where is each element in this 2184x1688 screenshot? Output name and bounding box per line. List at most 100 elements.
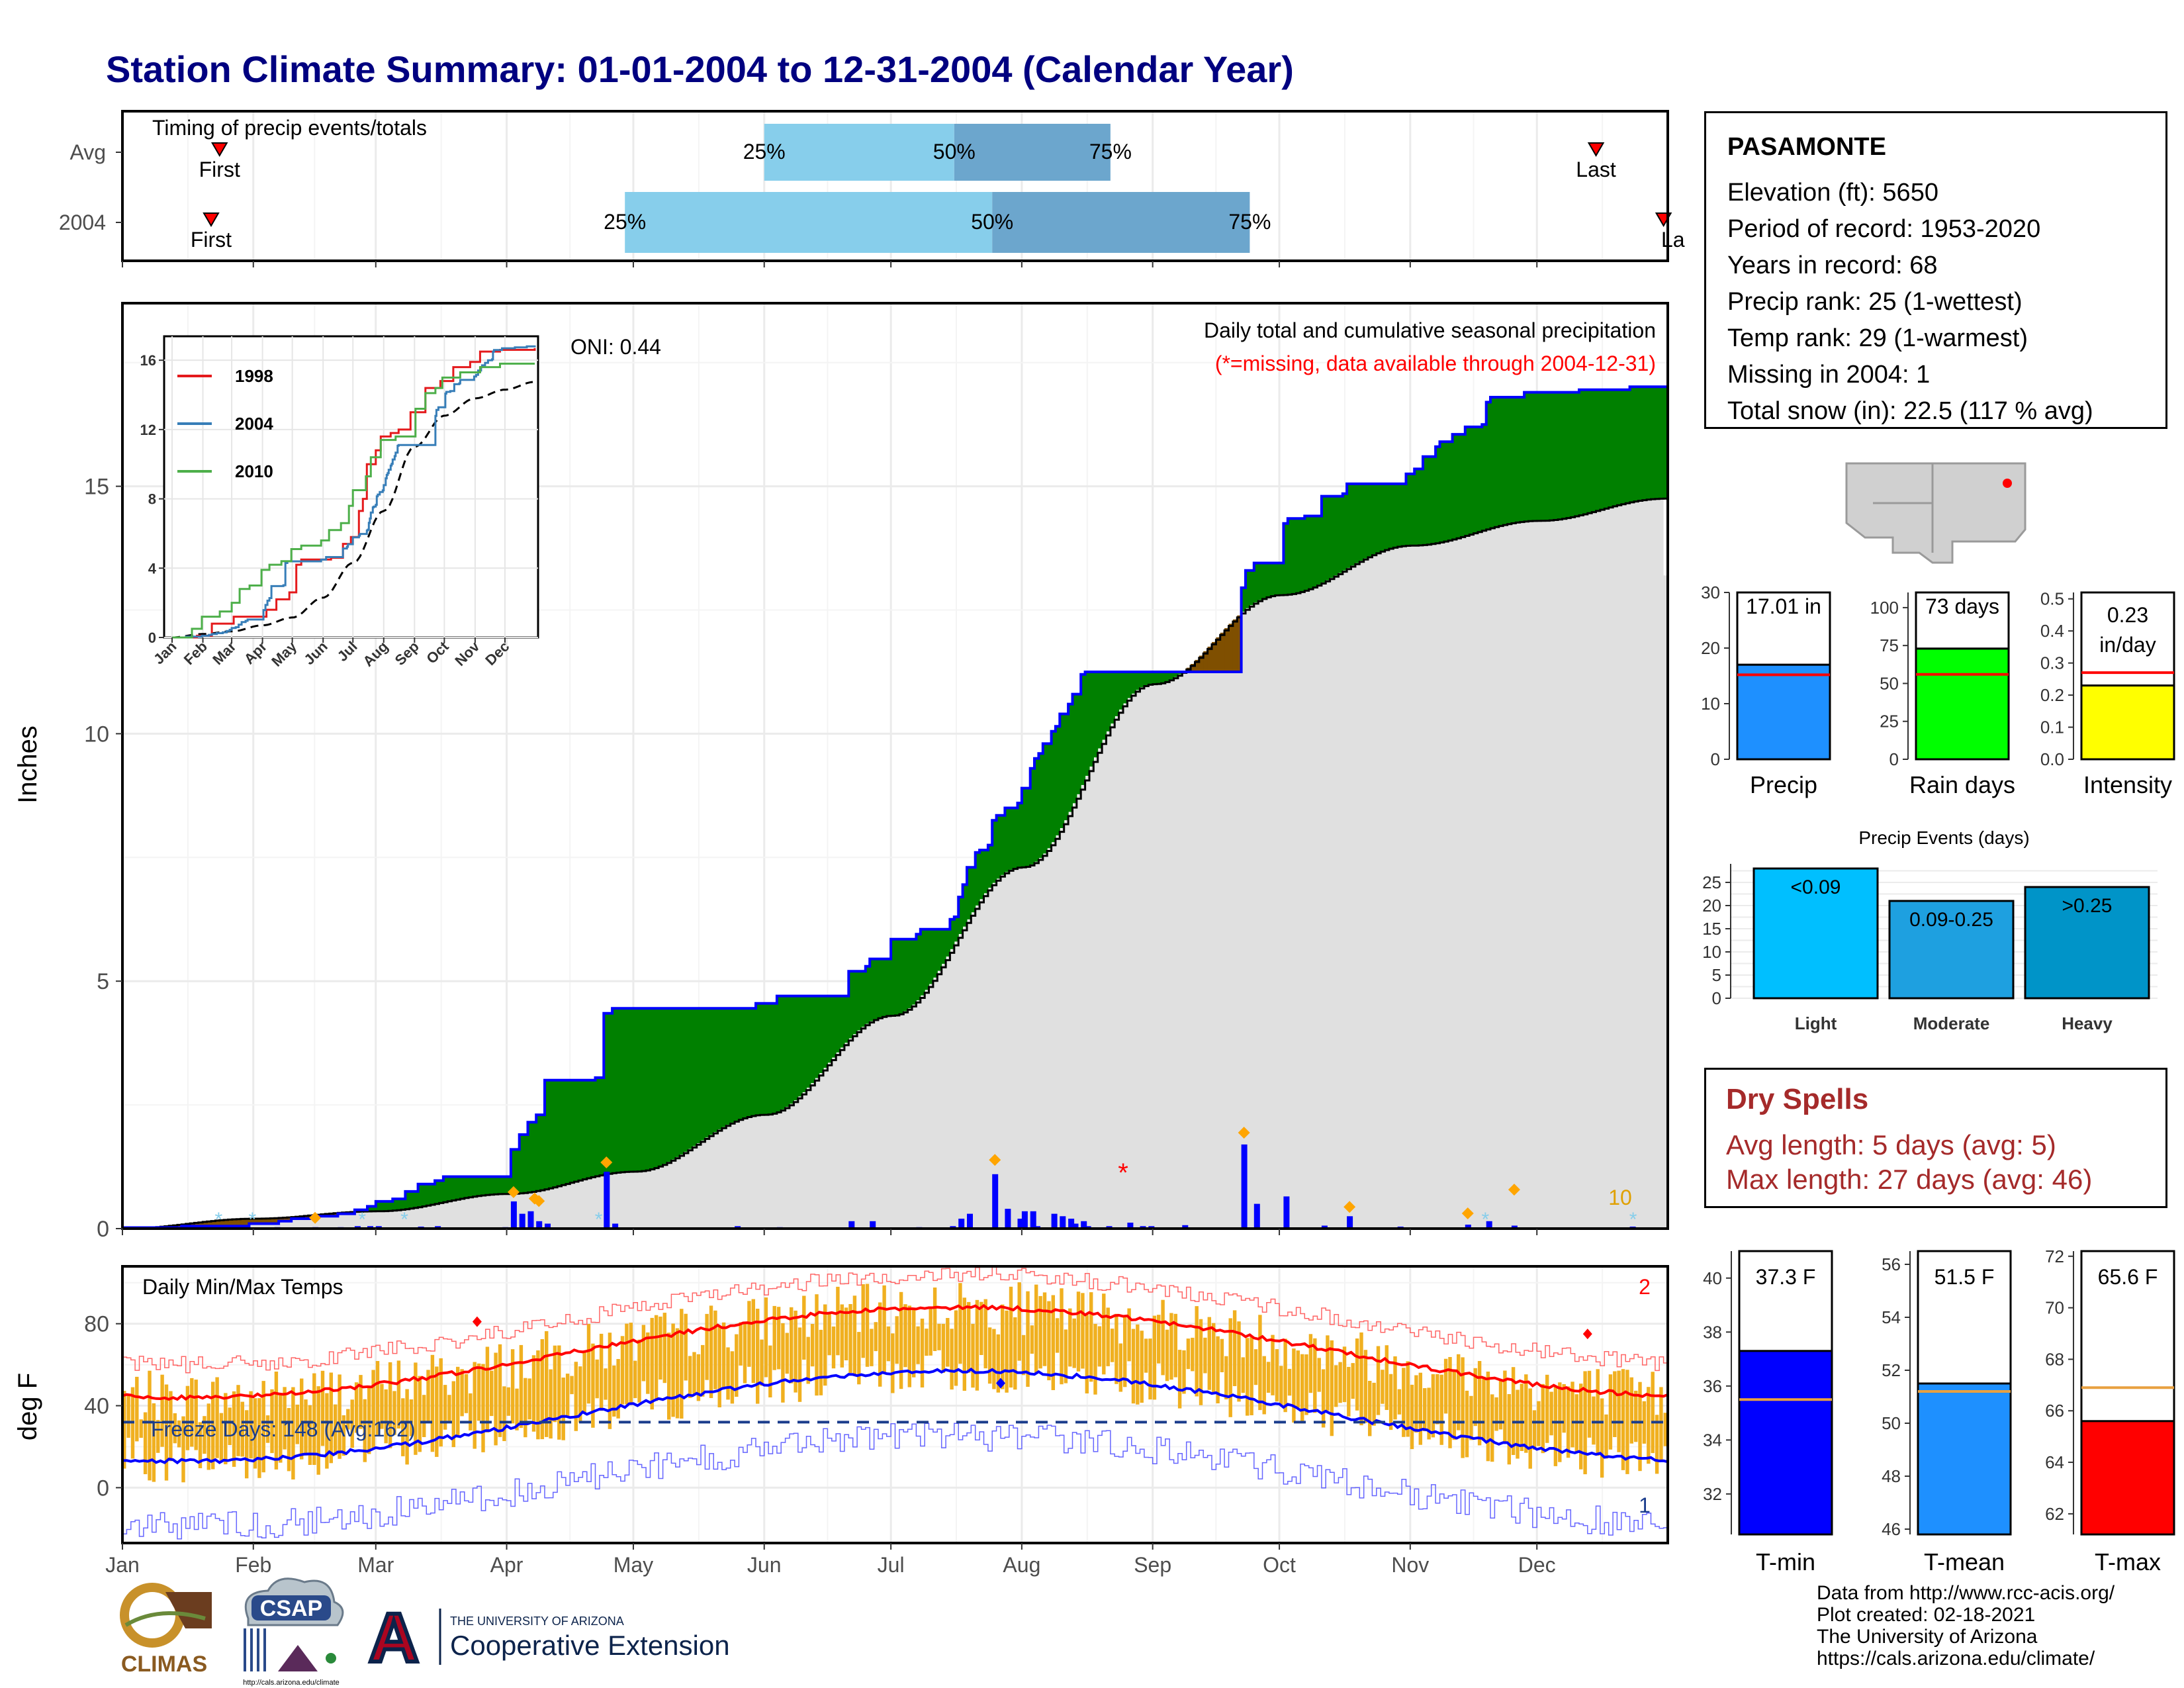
above-normal-fill (937, 929, 942, 971)
daily-temp-bar (341, 1415, 346, 1456)
temp-bar-y-tick-label: 48 (1882, 1466, 1901, 1486)
daily-temp-bar (1414, 1375, 1418, 1433)
above-normal-fill (1271, 563, 1276, 596)
above-normal-fill (1136, 672, 1141, 690)
daily-temp-bar (1097, 1326, 1102, 1367)
daily-temp-bar (439, 1358, 443, 1447)
above-normal-fill (823, 996, 828, 1068)
above-normal-fill (451, 1176, 457, 1200)
daily-temp-bar (1663, 1413, 1668, 1446)
daily-temp-bar (1115, 1313, 1118, 1384)
above-normal-fill (502, 1176, 508, 1194)
above-normal-fill (667, 1008, 672, 1162)
avg-min-temp-line (122, 1368, 1668, 1465)
above-normal-fill (1047, 743, 1052, 849)
precip-event-category: Light (1795, 1013, 1837, 1033)
daily-temp-bar (464, 1374, 469, 1413)
above-normal-fill (1427, 456, 1432, 545)
temp-bar-value: 51.5 F (1934, 1265, 1995, 1289)
above-normal-fill (367, 1206, 372, 1211)
daily-temp-bar (177, 1420, 181, 1448)
events-y-tick-label: 10 (1702, 942, 1721, 962)
station-total-snow: Total snow (in): 22.5 (117 % avg) (1727, 397, 2093, 425)
daily-temp-bar (1246, 1338, 1250, 1416)
above-normal-fill (1613, 389, 1618, 506)
daily-temp-bar (540, 1339, 545, 1440)
daily-temp-bar (1030, 1325, 1034, 1354)
daily-precip-bar (510, 1201, 517, 1229)
daily-precip-bar (967, 1213, 973, 1229)
daily-temp-bar (705, 1313, 709, 1380)
daily-temp-bar (1081, 1293, 1085, 1369)
above-normal-fill (831, 996, 837, 1058)
above-normal-fill (1253, 563, 1259, 602)
last-marker (1587, 142, 1605, 157)
daily-temp-bar (975, 1299, 979, 1391)
summary-y-tick-label: 20 (1701, 638, 1720, 658)
freeze-days-label: Freeze Days: 148 (Avg:162) (151, 1417, 416, 1441)
daily-temp-bar (1423, 1388, 1427, 1432)
daily-temp-bar (946, 1318, 950, 1367)
above-normal-fill (701, 1008, 705, 1141)
daily-temp-bar (245, 1410, 249, 1479)
above-normal-fill (1570, 392, 1576, 517)
above-normal-fill (460, 1176, 465, 1199)
daily-temp-bar (279, 1395, 283, 1463)
daily-temp-bar (848, 1304, 852, 1374)
below-normal-fill (1220, 632, 1225, 672)
station-temp-rank: Temp rank: 29 (1-warmest) (1727, 324, 2028, 352)
daily-temp-bar (591, 1343, 595, 1428)
daily-precip-bar (1127, 1223, 1134, 1229)
above-normal-fill (1005, 808, 1010, 872)
daily-temp-bar (312, 1373, 316, 1465)
normal-cumulative-line (122, 497, 1668, 1230)
snow-marker: * (1629, 1209, 1637, 1231)
above-normal-fill (1604, 389, 1610, 508)
daily-temp-bar (747, 1301, 751, 1367)
above-normal-fill (1326, 496, 1331, 581)
above-normal-fill (1363, 483, 1369, 559)
oni-label: ONI: 0.44 (570, 335, 661, 359)
above-normal-fill (1250, 570, 1255, 606)
above-normal-fill (418, 1184, 423, 1207)
above-normal-fill (1359, 483, 1365, 561)
above-normal-fill (756, 1003, 760, 1115)
daily-temp-bar (1321, 1369, 1326, 1428)
daily-temp-bar (629, 1323, 633, 1405)
normal-cumulative-area (122, 498, 1668, 1229)
temp-y-axis-label: deg F (13, 1373, 42, 1440)
below-normal-fill (198, 1222, 203, 1227)
above-normal-fill (523, 1135, 529, 1193)
daily-temp-bar (662, 1313, 667, 1383)
daily-temp-bar (1051, 1295, 1056, 1390)
daily-temp-bar (1026, 1291, 1030, 1387)
daily-temp-bar (443, 1385, 447, 1430)
above-normal-fill (490, 1176, 494, 1195)
above-normal-fill (620, 1008, 625, 1172)
daily-precip-bar (1030, 1211, 1036, 1229)
temp-bar-y-tick-label: 70 (2045, 1298, 2064, 1318)
above-normal-fill (654, 1008, 659, 1168)
above-normal-fill (1102, 672, 1107, 740)
below-normal-fill (1237, 615, 1242, 672)
above-normal-fill (874, 959, 879, 1019)
daily-temp-bar (831, 1326, 836, 1369)
daily-temp-bar (1579, 1383, 1583, 1470)
above-normal-fill (1553, 392, 1559, 520)
above-normal-fill (1157, 672, 1161, 684)
daily-temp-bar (409, 1399, 414, 1436)
daily-temp-bar (346, 1409, 350, 1430)
above-normal-fill (692, 1008, 698, 1147)
above-normal-fill (409, 1191, 414, 1209)
above-normal-fill (971, 867, 976, 913)
daily-temp-bar (308, 1405, 312, 1465)
above-normal-fill (827, 996, 833, 1063)
below-normal-fill (1203, 651, 1208, 672)
above-normal-fill (1140, 672, 1145, 688)
above-normal-fill (633, 1008, 638, 1172)
daily-temp-bar (1123, 1317, 1127, 1387)
timing-bar-25-50 (625, 192, 993, 253)
above-normal-fill (384, 1201, 389, 1211)
above-normal-fill (1423, 456, 1428, 545)
temp-y-tick-label: 0 (97, 1476, 109, 1501)
